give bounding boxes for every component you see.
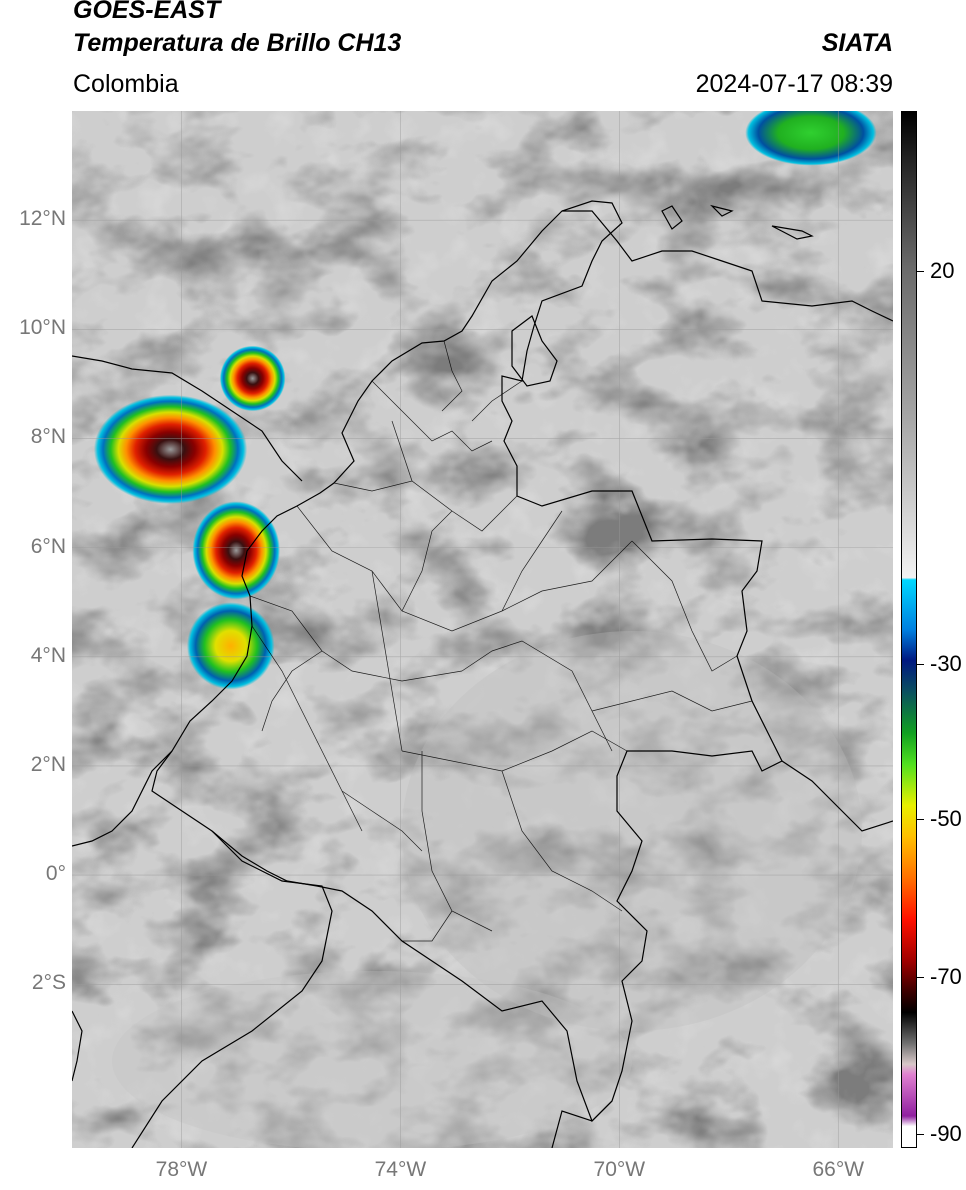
convective-cell [186,602,275,690]
department-boundaries [249,340,753,942]
convective-cell [219,345,286,412]
aruba-curacao [661,204,814,240]
datetime-label: 2024-07-17 08:39 [695,70,893,98]
colorbar-tick-label: 20 [930,258,955,283]
colorbar-tick [917,977,924,978]
lake-maracaibo [511,315,558,387]
cloud-mass-amazon [402,631,862,1031]
cloud-mass-south [112,971,632,1148]
lat-tick-label: 12°N [19,207,66,231]
lat-tick-label: 2°N [30,752,66,776]
colorbar-tick [917,819,924,820]
peru-brazil-border [551,1100,613,1148]
colorbar-tick [917,664,924,665]
lon-tick-label: 78°W [155,1158,208,1181]
colombia-outline [151,200,783,1123]
colorbar-tick [917,1134,924,1135]
title-line-2: Temperatura de Brillo CH13 [73,29,402,57]
lon-tick-label: 70°W [593,1158,646,1181]
lat-tick-label: 2°S [31,971,66,995]
lat-tick-label: 0° [45,862,66,886]
brazil-venezuela-border [781,760,893,832]
ecuador-peru-border [131,830,333,1148]
colorbar-tick-label: -70 [930,964,962,989]
lon-tick-label: 66°W [812,1158,865,1181]
venezuela-coast [562,210,893,322]
colorbar [901,111,917,1148]
colorbar-tick [917,271,924,272]
pacific-coast-south [72,750,173,847]
satellite-map [72,111,893,1148]
cold-cloud-cells [93,111,877,690]
lat-tick-label: 8°N [30,425,66,449]
coastline-and-borders [72,200,893,1148]
convective-cell [192,501,280,600]
peru-coast [72,1010,83,1082]
graticule [72,111,893,1148]
colorbar-tick-label: -90 [930,1121,962,1146]
convective-cell [745,111,877,166]
colorbar-tick-label: -30 [930,651,962,676]
panama-coast [72,355,303,482]
convective-cell [93,394,248,504]
lat-tick-label: 4°N [30,643,66,667]
lat-tick-label: 10°N [19,316,66,340]
lat-tick-label: 6°N [30,534,66,558]
colorbar-gradient [902,112,916,1147]
source-label: SIATA [821,29,893,57]
lon-tick-label: 74°W [374,1158,427,1181]
region-label: Colombia [73,70,179,98]
colorbar-tick-label: -50 [930,806,962,831]
title-line-1: GOES-EAST [73,0,221,24]
map-canvas [72,111,893,1148]
